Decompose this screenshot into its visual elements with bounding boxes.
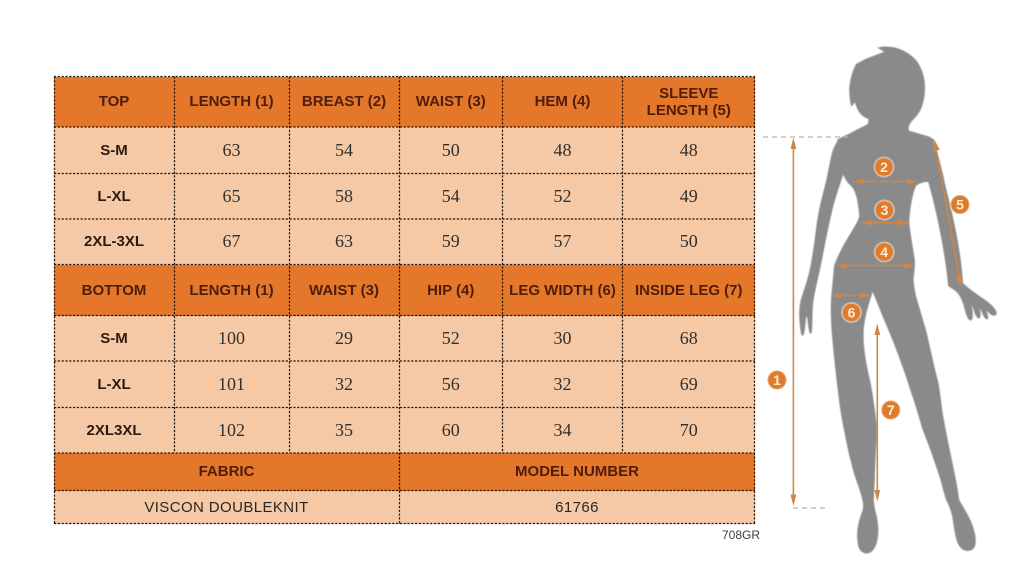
svg-text:6: 6: [848, 305, 856, 321]
svg-text:7: 7: [887, 402, 895, 418]
svg-text:4: 4: [880, 244, 888, 260]
svg-text:3: 3: [881, 202, 889, 218]
svg-text:2: 2: [880, 159, 888, 175]
svg-text:5: 5: [956, 197, 964, 213]
svg-text:1: 1: [773, 372, 781, 388]
